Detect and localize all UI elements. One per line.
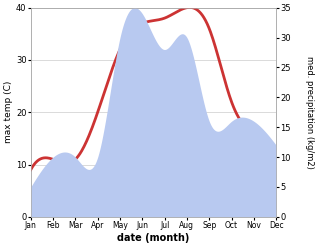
- Y-axis label: med. precipitation (kg/m2): med. precipitation (kg/m2): [305, 56, 314, 169]
- X-axis label: date (month): date (month): [117, 233, 190, 243]
- Y-axis label: max temp (C): max temp (C): [4, 81, 13, 144]
